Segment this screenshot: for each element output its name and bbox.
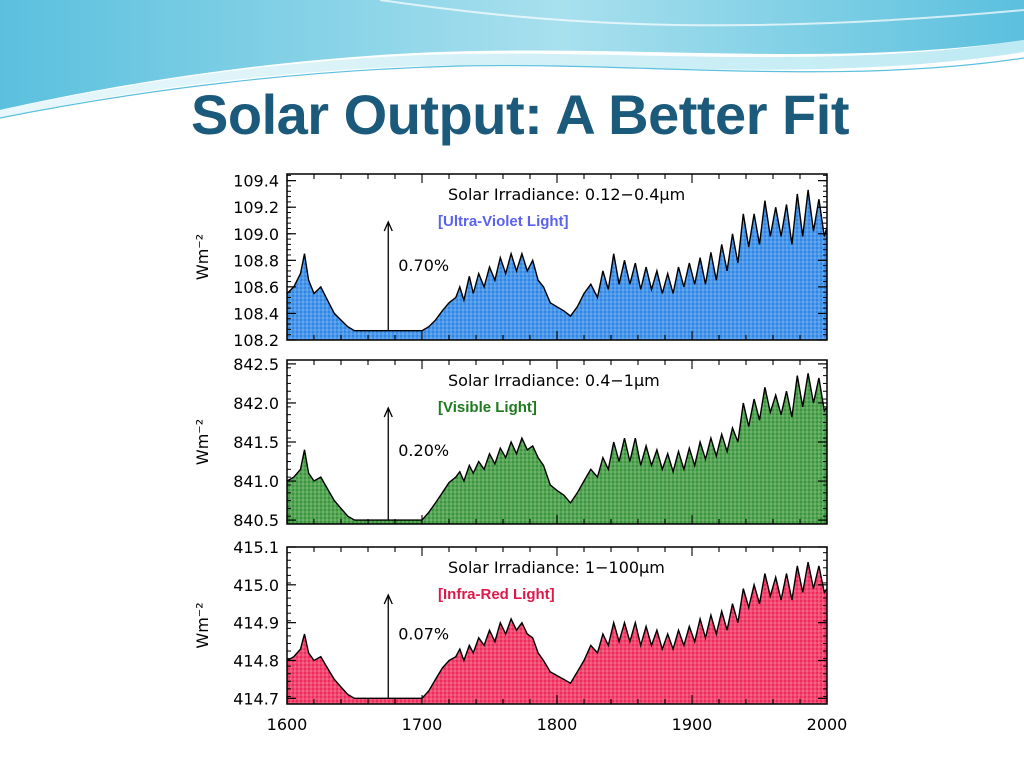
percent-change-label: 0.20%: [398, 441, 449, 460]
ytick-label: 842.0: [233, 394, 279, 413]
panel-subtitle: [Visible Light]: [438, 399, 537, 416]
series-area: [287, 373, 827, 524]
series-area: [287, 189, 827, 340]
arrow-head: [383, 593, 393, 605]
ytick-label: 414.9: [233, 614, 279, 633]
xtick-label: 1900: [672, 715, 713, 734]
ytick-label: 842.5: [233, 355, 279, 374]
series-area: [287, 562, 827, 704]
ytick-label: 415.1: [233, 538, 279, 557]
panel-subtitle: [Ultra-Violet Light]: [438, 213, 569, 230]
solar-irradiance-figure: 109.4 109.2 109.0 108.8 108.6 108.4 108.2 Wm⁻² 0…: [180, 164, 856, 748]
slide-title: Solar Output: A Better Fit: [191, 83, 849, 146]
ytick-label: 108.2: [233, 331, 279, 350]
y-axis-label: Wm⁻²: [193, 234, 212, 280]
series-line: [287, 373, 827, 521]
ytick-label: 109.4: [233, 172, 279, 191]
xtick-label: 2000: [807, 715, 848, 734]
percent-change-label: 0.07%: [398, 625, 449, 644]
panel-title: Solar Irradiance: 0.4−1μm: [448, 371, 660, 390]
series-line: [287, 561, 827, 699]
percent-change-label: 0.70%: [398, 256, 449, 275]
ytick-label: 841.0: [233, 472, 279, 491]
panel-subtitle: [Infra-Red Light]: [438, 586, 555, 603]
ytick-label: 415.0: [233, 576, 279, 595]
series-line: [287, 189, 827, 332]
header-wave-decoration: [0, 0, 1024, 119]
ytick-label: 841.5: [233, 433, 279, 452]
ytick-label: 414.7: [233, 689, 279, 708]
ytick-label: 840.5: [233, 511, 279, 530]
panel-title: Solar Irradiance: 1−100μm: [448, 558, 665, 577]
panel-2: 842.5 842.0 841.5 841.0 840.5 Wm⁻² 0.20% Solar …: [193, 355, 828, 530]
xtick-label: 1700: [402, 715, 443, 734]
panel-3: 415.1 415.0 414.9 414.8 414.7 1600 1700 1800 190…: [193, 538, 847, 734]
xtick-label: 1800: [537, 715, 578, 734]
ytick-label: 109.2: [233, 198, 279, 217]
ytick-label: 109.0: [233, 225, 279, 244]
ytick-label: 108.6: [233, 278, 279, 297]
ytick-label: 108.4: [233, 304, 279, 323]
y-axis-label: Wm⁻²: [193, 602, 212, 648]
arrow-head: [383, 220, 393, 232]
ytick-label: 414.8: [233, 651, 279, 670]
panel-title: Solar Irradiance: 0.12−0.4μm: [448, 185, 685, 204]
y-axis-label: Wm⁻²: [193, 419, 212, 465]
ytick-label: 108.8: [233, 251, 279, 270]
arrow-head: [383, 406, 393, 418]
xtick-label: 1600: [267, 715, 308, 734]
grid: [287, 547, 827, 704]
panel-1: 109.4 109.2 109.0 108.8 108.6 108.4 108.2 Wm⁻² 0…: [193, 172, 828, 350]
grid: [287, 360, 827, 524]
